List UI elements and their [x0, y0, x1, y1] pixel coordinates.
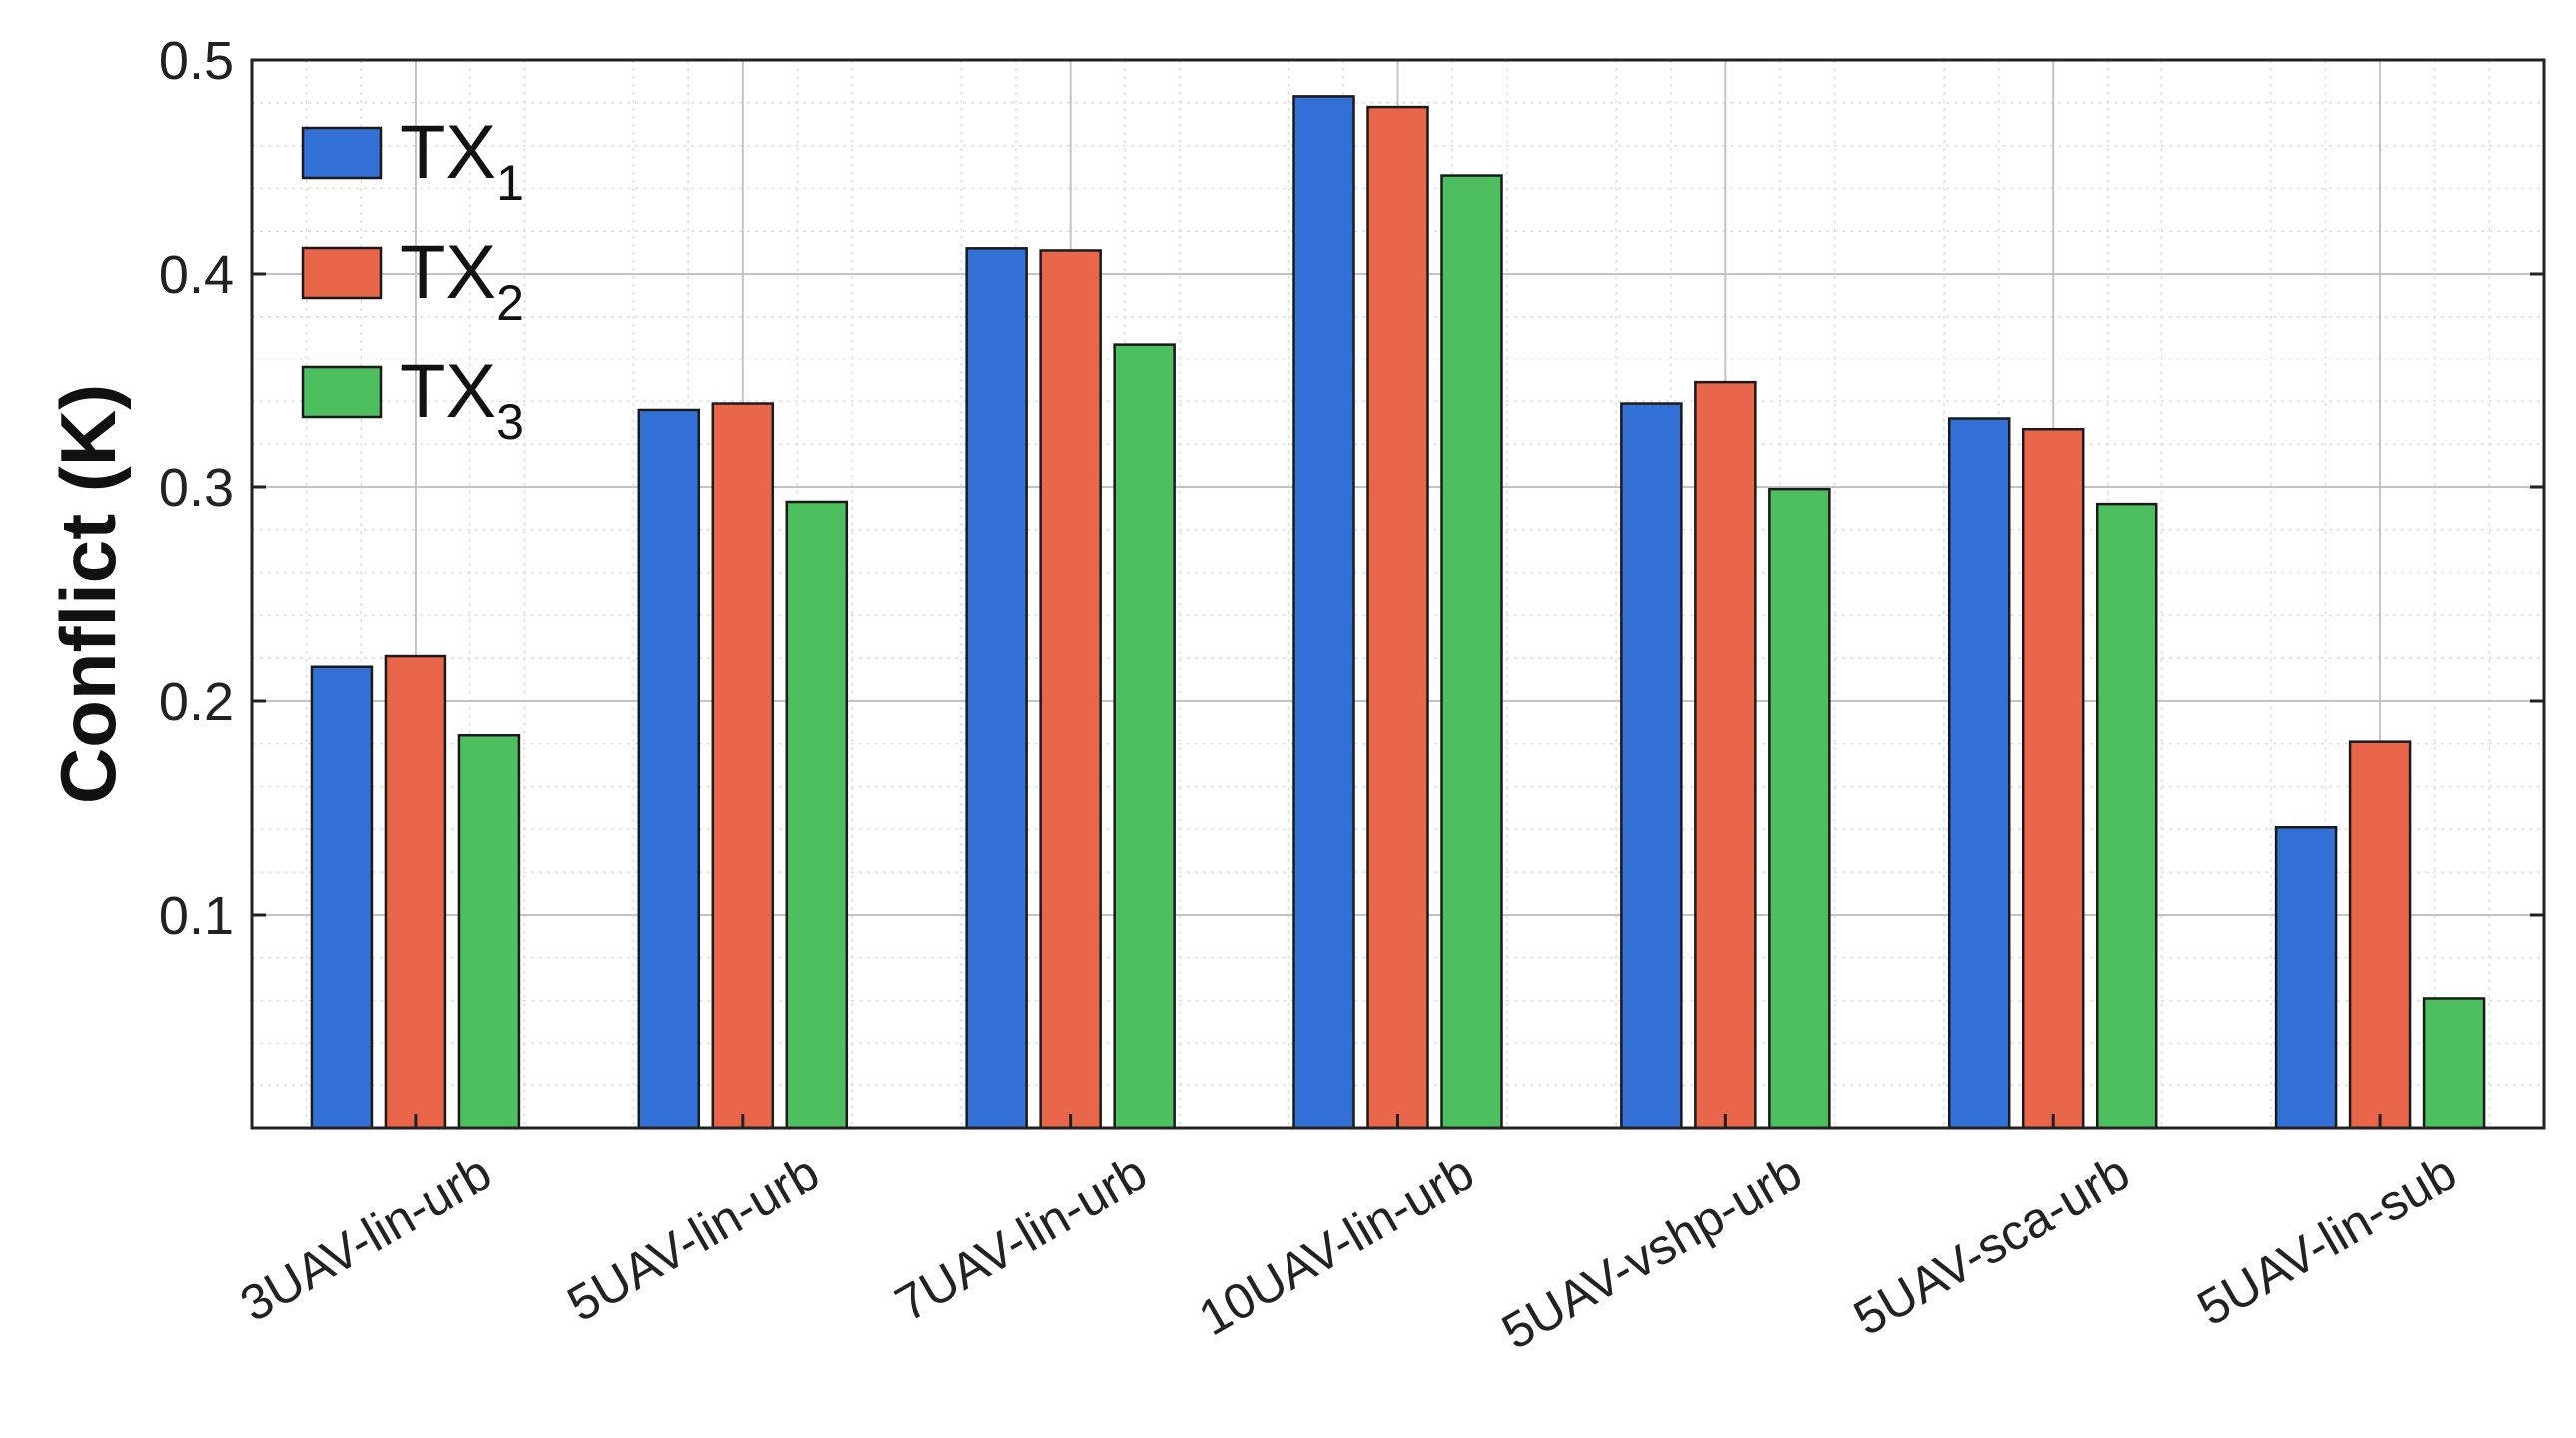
y-tick-label: 0.1: [159, 886, 234, 946]
y-axis-ticks: 0.1 0.2 0.3 0.4 0.5: [159, 31, 2544, 946]
bar-tx3-5uav-vshp-urb: [1768, 487, 1831, 1130]
y-tick-label: 0.2: [159, 672, 234, 732]
y-tick-label: 0.4: [159, 245, 234, 305]
bar-tx3-7uav-lin-urb: [1113, 343, 1176, 1130]
bar-tx2-7uav-lin-urb: [1039, 249, 1102, 1130]
bar-tx1-3uav-lin-urb: [310, 665, 374, 1130]
bar-tx2-3uav-lin-urb: [384, 654, 447, 1130]
bar-tx1-5uav-vshp-urb: [1620, 402, 1683, 1130]
x-tick-label: 5UAV-vshp-urb: [1492, 1144, 1810, 1360]
x-tick-label: 5UAV-lin-sub: [2188, 1144, 2465, 1337]
bars: [310, 95, 2486, 1130]
x-tick-label: 7UAV-lin-urb: [886, 1144, 1156, 1332]
bar-tx1-5uav-lin-urb: [637, 408, 701, 1130]
x-tick-label: 5UAV-lin-urb: [558, 1144, 828, 1332]
bar-tx3-5uav-lin-urb: [785, 500, 849, 1130]
bar-tx3-3uav-lin-urb: [457, 733, 521, 1130]
y-tick-label: 0.3: [159, 458, 234, 518]
bar-tx1-5uav-sca-urb: [1947, 417, 2011, 1130]
bar-tx2-5uav-vshp-urb: [1694, 380, 1757, 1130]
bar-tx2-10uav-lin-urb: [1366, 105, 1429, 1130]
y-tick-label: 0.5: [159, 31, 234, 91]
bar-tx1-5uav-lin-sub: [2274, 826, 2338, 1130]
legend-swatch: [301, 126, 383, 180]
x-tick-label: 5UAV-sca-urb: [1844, 1144, 2138, 1346]
bar-tx3-5uav-lin-sub: [2422, 997, 2486, 1130]
bar-tx2-5uav-lin-sub: [2348, 740, 2412, 1130]
x-tick-label: 10UAV-lin-urb: [1190, 1144, 1483, 1346]
x-axis-ticks: 3UAV-lin-urb 5UAV-lin-urb 7UAV-lin-urb 10UA…: [231, 1114, 2466, 1360]
bar-tx1-10uav-lin-urb: [1292, 95, 1355, 1130]
legend-swatch: [301, 365, 383, 419]
bar-tx2-5uav-lin-urb: [711, 402, 775, 1130]
bar-tx3-10uav-lin-urb: [1440, 174, 1503, 1130]
bar-tx1-7uav-lin-urb: [965, 247, 1028, 1130]
legend-swatch: [301, 246, 383, 300]
bar-tx2-5uav-sca-urb: [2021, 427, 2085, 1130]
y-axis-label: Conflict (K): [44, 384, 132, 804]
x-tick-label: 3UAV-lin-urb: [231, 1144, 500, 1332]
bar-tx3-5uav-sca-urb: [2095, 502, 2158, 1130]
